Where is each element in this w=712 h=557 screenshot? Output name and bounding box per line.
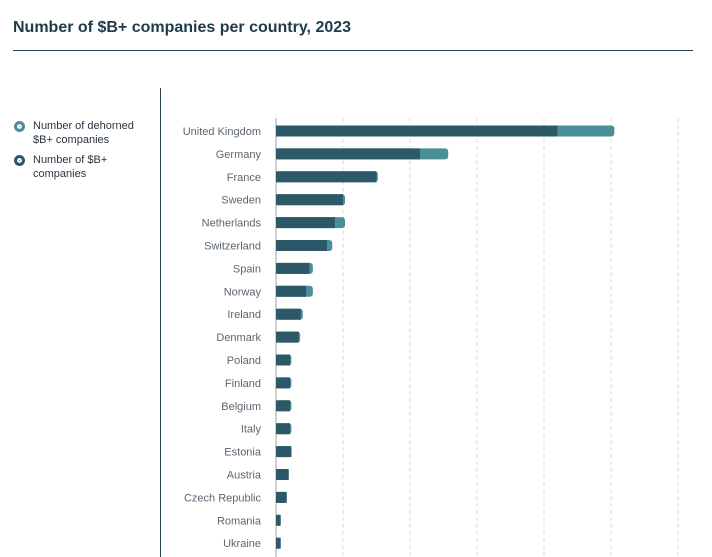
y-tick-label: France (227, 172, 261, 184)
y-tick-label: Germany (216, 149, 262, 161)
y-tick-label: Sweden (221, 195, 261, 207)
chart-title: Number of $B+ companies per country, 202… (13, 19, 352, 36)
y-tick-label: Austria (227, 470, 262, 482)
bar-total[interactable] (276, 537, 281, 549)
bar-total[interactable] (276, 446, 292, 458)
legend-chart-divider (160, 88, 161, 557)
legend-item-total[interactable]: Number of $B+ companies (14, 153, 154, 181)
bar-total[interactable] (276, 262, 310, 274)
bar-total[interactable] (276, 514, 281, 526)
y-tick-label: Poland (227, 355, 261, 367)
y-tick-label: Spain (233, 263, 261, 275)
y-tick-label: Switzerland (204, 241, 261, 253)
title-divider (13, 50, 693, 51)
bar-total[interactable] (276, 469, 289, 480)
bar-total[interactable] (276, 217, 335, 229)
y-tick-label: Denmark (216, 332, 261, 344)
y-tick-label: Belgium (221, 401, 261, 413)
bar-total[interactable] (276, 308, 301, 320)
legend: Number of dehorned $B+ companies Number … (14, 119, 154, 187)
legend-item-dehorned[interactable]: Number of dehorned $B+ companies (14, 119, 154, 147)
bar-total[interactable] (276, 354, 291, 366)
bar-total[interactable] (276, 285, 307, 297)
bar-total[interactable] (276, 125, 558, 137)
bar-total[interactable] (276, 194, 343, 206)
y-tick-label: Netherlands (202, 218, 262, 230)
y-tick-label: Estonia (224, 447, 262, 459)
y-tick-label: Norway (224, 286, 262, 298)
y-tick-label: United Kingdom (183, 126, 261, 138)
legend-dehorned-icon (14, 121, 25, 132)
y-tick-label: Czech Republic (184, 492, 262, 504)
bar-total[interactable] (276, 400, 291, 412)
bar-total[interactable] (276, 240, 327, 251)
y-tick-label: Italy (241, 424, 262, 436)
legend-total-icon (14, 155, 25, 166)
y-tick-label: Ukraine (223, 538, 261, 550)
bar-total[interactable] (276, 423, 291, 435)
legend-total-label: Number of $B+ companies (33, 154, 108, 180)
legend-dehorned-label: Number of dehorned $B+ companies (33, 120, 134, 146)
y-tick-label: Ireland (227, 309, 261, 321)
bar-total[interactable] (276, 171, 377, 183)
y-tick-label: Finland (225, 378, 261, 390)
y-tick-label: Romania (217, 515, 262, 527)
bar-total[interactable] (276, 331, 299, 343)
bar-total[interactable] (276, 148, 421, 160)
bar-total[interactable] (276, 491, 287, 503)
bar-total[interactable] (276, 377, 291, 389)
